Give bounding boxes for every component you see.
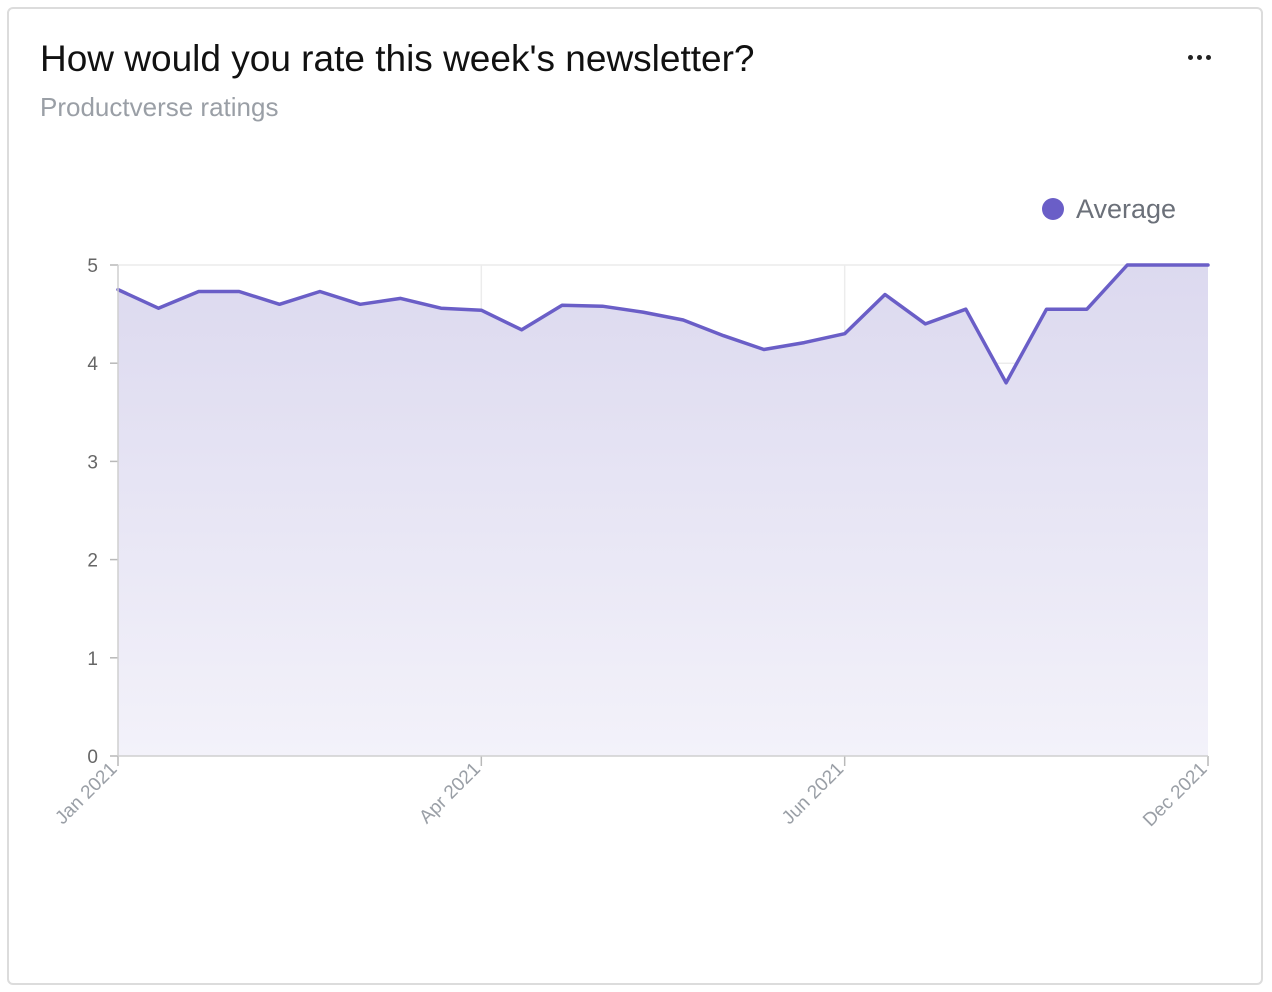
data-point[interactable] xyxy=(1202,259,1214,271)
data-point[interactable] xyxy=(233,286,245,298)
data-point[interactable] xyxy=(637,306,649,318)
x-tick-label: Jun 2021 xyxy=(778,759,848,829)
data-point[interactable] xyxy=(718,330,730,342)
chart-subtitle: Productverse ratings xyxy=(40,92,279,122)
series-area-average xyxy=(118,265,1208,756)
x-tick-label: Apr 2021 xyxy=(415,759,484,828)
data-point[interactable] xyxy=(435,302,447,314)
data-point[interactable] xyxy=(798,337,810,349)
data-point[interactable] xyxy=(1162,259,1174,271)
data-point[interactable] xyxy=(193,286,205,298)
data-point[interactable] xyxy=(314,286,326,298)
data-point[interactable] xyxy=(596,300,608,312)
data-point[interactable] xyxy=(354,298,366,310)
y-tick-label: 0 xyxy=(87,747,98,768)
data-point[interactable] xyxy=(879,288,891,300)
data-point[interactable] xyxy=(273,298,285,310)
y-tick-label: 2 xyxy=(87,551,98,572)
data-point[interactable] xyxy=(758,343,770,355)
y-tick-label: 3 xyxy=(87,452,98,473)
chart-title: How would you rate this week's newslette… xyxy=(40,38,755,79)
data-point[interactable] xyxy=(960,303,972,315)
data-point[interactable] xyxy=(1000,377,1012,389)
more-horizontal-icon xyxy=(1187,54,1193,60)
y-tick-label: 5 xyxy=(87,256,98,277)
data-point[interactable] xyxy=(839,328,851,340)
more-horizontal-icon-dot xyxy=(1196,54,1202,60)
legend-label-average: Average xyxy=(1076,194,1176,224)
data-point[interactable] xyxy=(516,324,528,336)
data-point[interactable] xyxy=(1081,303,1093,315)
data-point[interactable] xyxy=(1041,303,1053,315)
data-point[interactable] xyxy=(1121,259,1133,271)
data-point[interactable] xyxy=(677,314,689,326)
y-tick-label: 1 xyxy=(87,649,98,670)
legend-marker-average xyxy=(1042,198,1064,220)
more-horizontal-icon-dot xyxy=(1205,54,1211,60)
data-point[interactable] xyxy=(475,304,487,316)
data-point[interactable] xyxy=(556,299,568,311)
series-line-average xyxy=(116,263,1210,385)
y-tick-label: 4 xyxy=(87,354,98,375)
data-point[interactable] xyxy=(152,302,164,314)
data-point[interactable] xyxy=(395,292,407,304)
x-tick-label: Dec 2021 xyxy=(1139,759,1211,831)
data-point[interactable] xyxy=(919,318,931,330)
more-options-button[interactable] xyxy=(1180,44,1218,70)
x-tick-label: Jan 2021 xyxy=(51,759,121,829)
